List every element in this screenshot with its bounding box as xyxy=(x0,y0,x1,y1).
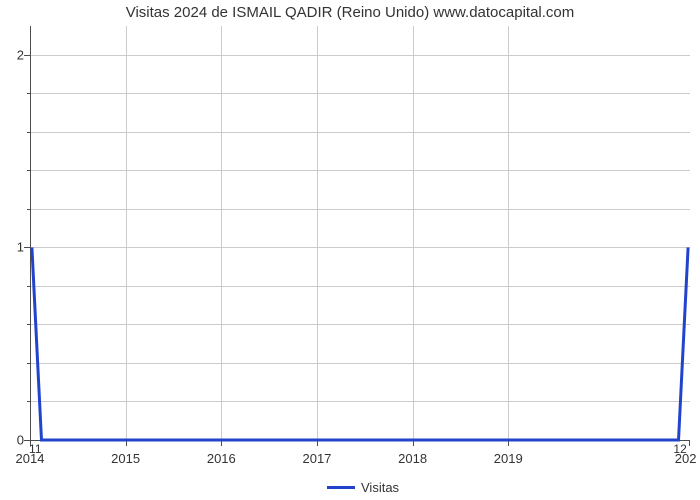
y-tick-label: 2 xyxy=(17,47,24,62)
legend-swatch xyxy=(327,486,355,489)
plot-area: 0122014201520162017201820192021112 xyxy=(30,26,690,440)
legend-label: Visitas xyxy=(361,480,399,495)
chart-title: Visitas 2024 de ISMAIL QADIR (Reino Unid… xyxy=(0,4,700,21)
series-line xyxy=(30,26,690,440)
x-tick-label: 2017 xyxy=(302,451,331,466)
x-tick xyxy=(689,440,690,446)
x-extra-label: 12 xyxy=(673,442,686,456)
x-tick-label: 2018 xyxy=(398,451,427,466)
y-tick-label: 0 xyxy=(17,433,24,448)
x-tick-label: 2019 xyxy=(494,451,523,466)
x-tick-label: 2015 xyxy=(111,451,140,466)
legend: Visitas xyxy=(327,480,399,495)
y-tick-label: 1 xyxy=(17,240,24,255)
visitas-line xyxy=(32,247,688,440)
x-tick-label: 2016 xyxy=(207,451,236,466)
x-extra-label: 11 xyxy=(29,442,41,456)
